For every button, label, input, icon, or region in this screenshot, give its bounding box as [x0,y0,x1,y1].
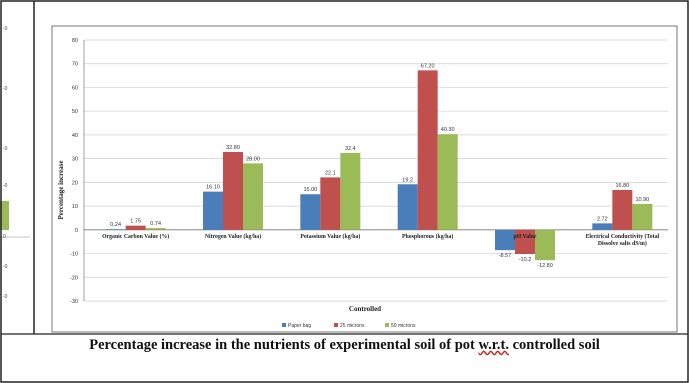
bar [125,225,146,230]
data-label: -12.80 [537,263,553,269]
legend-swatch [334,323,338,327]
left-fragment-label: -0 [3,183,8,189]
category-label: Nitrogen Value (kg/ha) [205,233,261,240]
y-ticks: -30 -20 -10 0 10 20 30 40 50 60 70 80 [70,38,78,305]
bar [203,191,223,230]
data-label: 28.00 [246,156,260,162]
caption-text-end: controlled soil [509,337,600,353]
y-tick-label: 50 [72,109,78,115]
category-label: Phosphorous (kg/ha) [402,233,453,240]
data-label: 16.80 [615,183,629,189]
bar [397,184,418,230]
data-label: 10.90 [635,197,649,203]
left-fragment-bar [0,201,9,230]
bar [340,152,361,230]
bars [105,70,653,261]
bar [105,229,126,230]
y-tick-label: -20 [70,275,78,281]
data-label: -8.57 [499,253,512,259]
y-tick-label: -10 [70,252,78,258]
bar [417,70,438,230]
bar [145,228,166,230]
y-tick-label: -30 [70,299,78,305]
bar [223,151,243,230]
data-label: 19.2 [402,177,413,183]
y-tick-label: 70 [72,62,78,68]
category-label: Organic Carbon Value (%) [102,233,169,240]
left-fragment-label: -0 [3,294,8,300]
category-label: pH Value [513,234,536,240]
legend-label: 25 microns [340,323,365,329]
bar [515,229,535,255]
data-label: 0.74 [150,221,161,227]
data-label: 32.4 [345,146,356,152]
left-fragment-label: -0 [3,146,8,152]
legend-label: 50 microns [391,323,416,329]
y-tick-label: 80 [72,38,78,44]
data-label: 40.30 [441,127,455,133]
legend-swatch [282,323,286,327]
chart-area-border [51,25,678,333]
data-label: 32.80 [226,145,240,151]
bar [535,229,555,261]
bar [320,177,341,230]
category-label: Potassium Value (kg/ha) [300,233,360,240]
y-tick-label: 40 [72,133,78,139]
data-label: 0.24 [110,222,121,228]
data-label: 67.20 [421,63,435,69]
data-label: 2.72 [597,216,608,222]
y-tick-label: 0 [75,228,78,234]
y-tick-label: 10 [72,204,78,210]
data-label: -10.2 [519,257,532,263]
x-axis-label: Controlled [349,305,381,313]
y-tick-label: 20 [72,180,78,186]
y-tick-label: 30 [72,157,78,163]
data-label: 1.75 [130,219,141,225]
caption-text-wrt: w.r.t. [478,337,509,353]
bar [437,134,458,230]
data-label: 22.1 [325,170,336,176]
gridlines [83,39,668,302]
left-fragment-label: -0 [3,26,8,32]
data-labels: 0.24 1.75 0.74 16.10 32.80 28.00 15.00 22.1 32.4… [110,63,649,269]
bar [612,189,633,230]
legend-label: Paper bag [288,323,311,329]
bar [243,163,263,230]
chart-caption: Percentage increase in the nutrients of … [0,336,689,355]
category-label: Electrical Conductivity (Total Dissolve s… [586,233,660,247]
data-label: 16.10 [206,185,220,191]
y-tick-label: 60 [72,85,78,91]
left-fragment-label: -0 [3,264,8,270]
bar [592,223,613,230]
left-fragment: -0-0-0-00-0-0 [0,26,30,300]
bar [495,229,515,251]
bar [632,203,653,230]
legend-swatch [385,323,389,327]
category-labels: Organic Carbon Value (%) Nitrogen Value (… [102,233,659,247]
y-axis-label: Percentage increase [57,160,65,219]
left-fragment-label: -0 [3,86,8,92]
caption-text-start: Percentage increase in the nutrients of … [89,337,479,353]
data-label: 15.00 [303,187,317,193]
bar [300,194,321,230]
legend: Paper bag 25 microns 50 microns [282,323,416,329]
